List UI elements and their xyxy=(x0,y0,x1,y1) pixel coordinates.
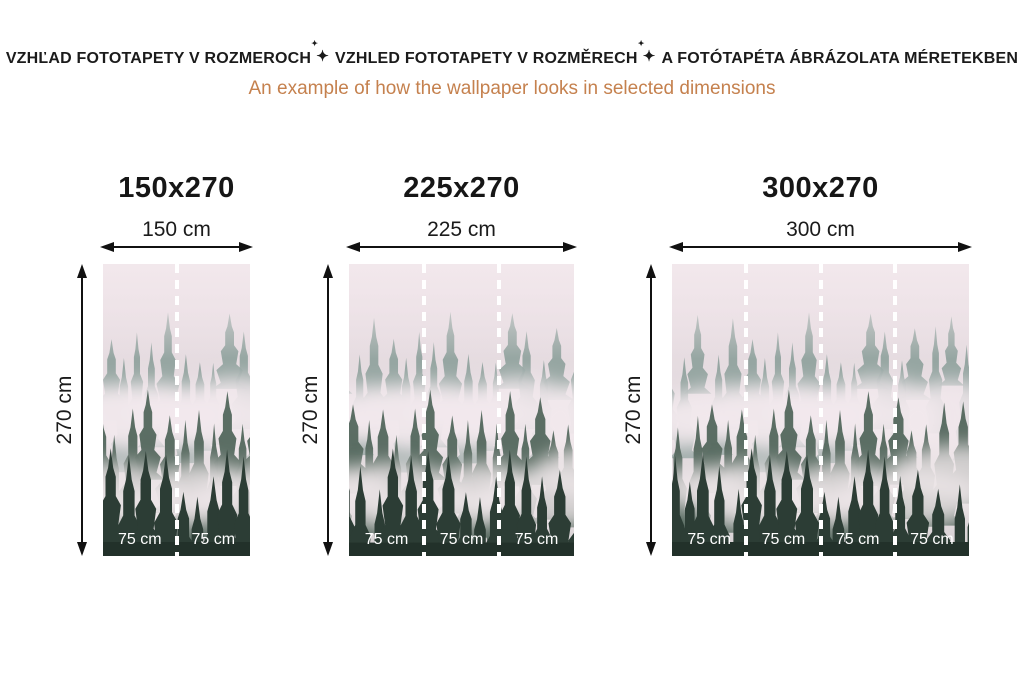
arrow-line xyxy=(672,246,969,248)
width-dimension-label: 225 cm xyxy=(427,218,496,241)
height-dimension-label: 270 cm xyxy=(299,375,322,445)
header-segment-cz: VZHLED FOTOTAPETY V ROZMĚRECH xyxy=(334,50,638,67)
arrow-line xyxy=(349,246,574,248)
segment-width-label: 75 cm xyxy=(910,531,954,548)
panel-title: 150x270 xyxy=(118,172,235,204)
segment-width-label: 75 cm xyxy=(117,531,162,548)
height-arrow xyxy=(645,264,657,556)
height-dimension-label: 270 cm xyxy=(622,375,645,445)
panel-225x270: 225x270 225 cm 270 cm 75 cm 75 cm 75 cm xyxy=(299,172,577,556)
width-dimension-label: 150 cm xyxy=(142,218,211,241)
segment-width-label: 75 cm xyxy=(439,531,484,548)
sparkle-icon: ✦ ✦ xyxy=(311,39,329,65)
segment-divider xyxy=(818,264,823,556)
segment-divider xyxy=(497,264,501,556)
height-arrow xyxy=(76,264,88,556)
arrow-line xyxy=(650,267,652,553)
segment-width-label: 75 cm xyxy=(761,531,806,548)
wallpaper-image xyxy=(349,264,574,556)
segment-width-label: 75 cm xyxy=(835,531,880,548)
width-dimension-label: 300 cm xyxy=(786,218,855,241)
height-arrow xyxy=(322,264,334,556)
width-arrow xyxy=(346,241,577,253)
arrow-line xyxy=(81,267,83,553)
width-arrow xyxy=(100,241,253,253)
sparkle-icon: ✦ ✦ xyxy=(637,39,656,65)
segment-divider xyxy=(892,264,897,556)
segment-divider xyxy=(421,264,426,556)
header-line1: VZHĽAD FOTOTAPETY V ROZMEROCH ✦ ✦ VZHLED FO… xyxy=(0,39,1024,68)
segment-width-label: 75 cm xyxy=(191,531,236,548)
width-arrow xyxy=(669,241,972,253)
header-subtitle: An example of how the wallpaper looks in… xyxy=(248,78,776,99)
segment-width-label: 75 cm xyxy=(687,531,731,548)
panel-title: 300x270 xyxy=(762,172,879,204)
segment-divider xyxy=(174,264,179,556)
arrow-line xyxy=(103,246,250,248)
segment-divider xyxy=(744,264,749,556)
panel-title: 225x270 xyxy=(403,172,520,204)
arrow-line xyxy=(327,267,329,553)
header-segment-hu: A FOTÓTAPÉTA ÁBRÁZOLATA MÉRETEKBEN xyxy=(661,50,1019,67)
segment-width-label: 75 cm xyxy=(514,531,559,548)
segment-width-label: 75 cm xyxy=(364,531,409,548)
height-dimension-label: 270 cm xyxy=(53,375,76,445)
panel-300x270: 300x270 300 cm 270 cm 75 cm 75 cm 75 cm … xyxy=(622,172,972,556)
header-segment-sk: VZHĽAD FOTOTAPETY V ROZMEROCH xyxy=(5,50,312,67)
panel-150x270: 150x270 150 cm 270 cm 75 cm 75 cm xyxy=(53,172,253,556)
foggy-forest-scene xyxy=(349,264,574,556)
